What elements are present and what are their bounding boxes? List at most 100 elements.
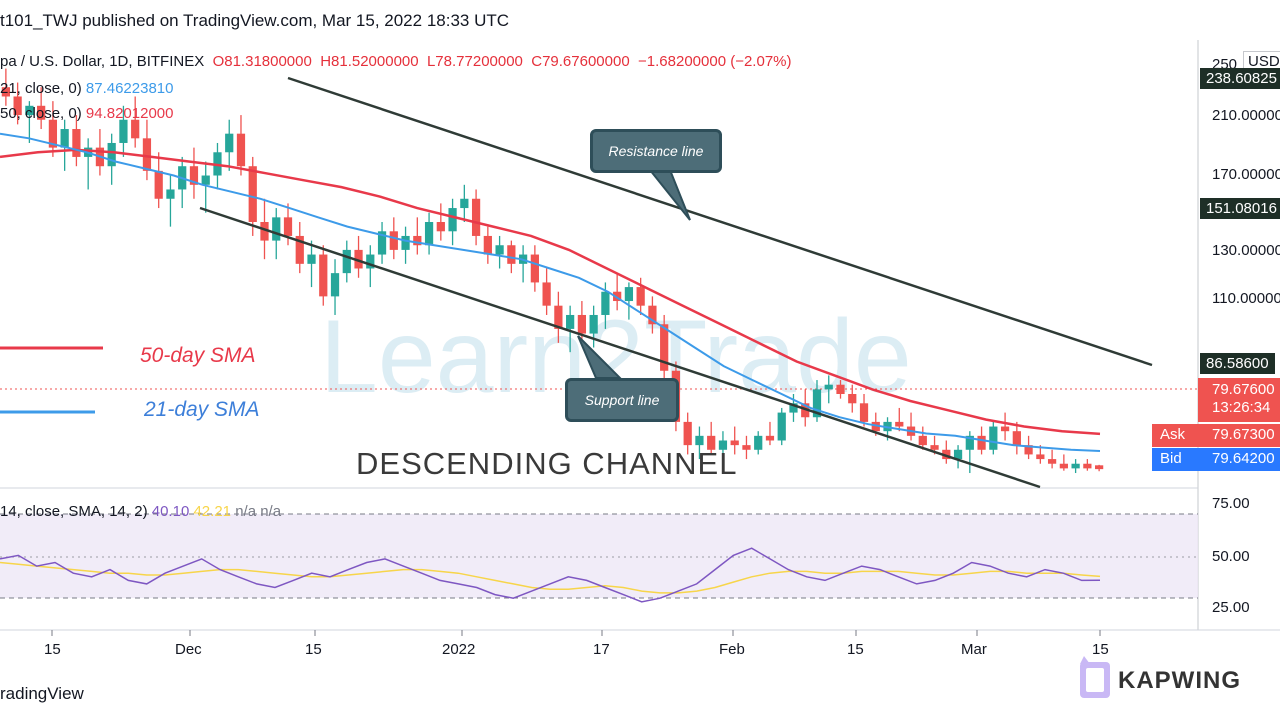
candle-body bbox=[918, 435, 927, 446]
high-value: H81.52000000 bbox=[320, 53, 419, 70]
time-label-dec: Dec bbox=[175, 641, 202, 658]
kapwing-logo-icon bbox=[1078, 656, 1112, 700]
rsi-tick-75: 75.00 bbox=[1212, 495, 1250, 512]
candle-39 bbox=[460, 184, 469, 222]
candle-body bbox=[848, 394, 857, 404]
resistance-callout: Resistance line bbox=[590, 129, 722, 173]
candle-body bbox=[871, 421, 880, 432]
candle-3 bbox=[37, 87, 46, 130]
time-label-feb15: 15 bbox=[847, 641, 864, 658]
candle-body bbox=[530, 254, 539, 283]
candle-body bbox=[366, 254, 375, 269]
candle-body bbox=[1083, 463, 1092, 469]
candle-35 bbox=[413, 217, 422, 255]
candle-body bbox=[1047, 459, 1057, 464]
candle-body bbox=[377, 231, 387, 255]
price-tick-110: 110.00000 bbox=[1212, 290, 1280, 307]
bid-label: Bid bbox=[1160, 450, 1182, 467]
candle-40 bbox=[471, 189, 481, 246]
candle-body bbox=[566, 314, 575, 329]
sma50-legend-label: 50-day SMA bbox=[140, 344, 256, 367]
candle-14 bbox=[166, 175, 175, 227]
candle-59 bbox=[695, 426, 704, 460]
candle-53 bbox=[624, 282, 634, 320]
candle-76 bbox=[895, 407, 904, 432]
tradingview-brand[interactable]: radingView bbox=[0, 684, 84, 703]
candle-69 bbox=[812, 380, 822, 422]
candle-body bbox=[754, 435, 763, 450]
change-value: −1.68200000 (−2.07%) bbox=[638, 53, 792, 70]
candle-body bbox=[295, 235, 304, 264]
candle-body bbox=[965, 435, 974, 450]
channel-title: DESCENDING CHANNEL bbox=[356, 446, 738, 481]
candle-19 bbox=[225, 119, 234, 171]
candle-55 bbox=[648, 296, 657, 334]
candle-body bbox=[718, 440, 728, 450]
candle-0 bbox=[1, 68, 10, 106]
sma50-indicator-row[interactable]: 50, close, 0) 94.82012000 bbox=[0, 105, 173, 122]
candle-body bbox=[542, 282, 551, 306]
candle-body bbox=[154, 170, 163, 199]
candle-body bbox=[613, 291, 622, 302]
candle-70 bbox=[824, 375, 833, 404]
candle-body bbox=[942, 449, 951, 460]
candle-body bbox=[824, 384, 833, 390]
candle-body bbox=[307, 254, 316, 264]
candle-4 bbox=[48, 101, 58, 157]
candle-body bbox=[142, 138, 152, 171]
candle-body bbox=[554, 305, 563, 329]
candle-body bbox=[37, 105, 46, 120]
sma50-line bbox=[0, 148, 1101, 436]
candle-5 bbox=[60, 119, 69, 171]
sma50-params: 50, close, 0) bbox=[0, 105, 82, 122]
candle-62 bbox=[730, 426, 739, 455]
ask-price: 79.67300 bbox=[1212, 426, 1275, 443]
candle-47 bbox=[554, 291, 563, 343]
candle-body bbox=[1036, 454, 1045, 460]
candle-body bbox=[683, 421, 692, 446]
candle-body bbox=[107, 142, 116, 167]
rsi-indicator-row[interactable]: 14, close, SMA, 14, 2) 40.10 42.21 n/a n… bbox=[0, 503, 281, 520]
candle-body bbox=[389, 231, 398, 250]
candle-body bbox=[189, 166, 199, 185]
candle-60 bbox=[707, 421, 716, 455]
close-value: C79.67600000 bbox=[531, 53, 630, 70]
candle-body bbox=[236, 133, 246, 167]
candle-body bbox=[131, 119, 140, 139]
publish-header: t101_TWJ published on TradingView.com, M… bbox=[0, 0, 1280, 42]
ask-label: Ask bbox=[1160, 426, 1186, 443]
support-trendline[interactable] bbox=[199, 206, 1041, 489]
candle-body bbox=[448, 208, 457, 232]
candle-93 bbox=[1095, 464, 1104, 472]
rsi-value: 40.10 bbox=[151, 503, 190, 520]
candle-body bbox=[812, 389, 822, 418]
candle-66 bbox=[777, 407, 786, 446]
sma50-price-tag: 238.60825 bbox=[1200, 68, 1280, 89]
candle-body bbox=[742, 445, 751, 450]
candle-body bbox=[72, 129, 81, 157]
candle-46 bbox=[542, 268, 551, 315]
time-label-mar15: 15 bbox=[1092, 641, 1109, 658]
candle-body bbox=[895, 421, 904, 427]
candle-26 bbox=[307, 240, 316, 288]
candle-92 bbox=[1083, 459, 1092, 471]
candle-body bbox=[730, 440, 739, 446]
rsi-pane bbox=[0, 513, 1198, 603]
rsi-params: 14, close, SMA, 14, 2) bbox=[0, 503, 148, 520]
candle-body bbox=[636, 287, 645, 306]
candle-41 bbox=[483, 226, 492, 264]
candle-12 bbox=[142, 119, 152, 181]
last-price: 79.67600 bbox=[1212, 381, 1275, 398]
support-callout: Support line bbox=[565, 378, 679, 422]
rsi-ma-line bbox=[0, 561, 1101, 594]
candle-2 bbox=[25, 101, 34, 143]
price-tick-210: 210.00000 bbox=[1212, 107, 1280, 124]
sma21-indicator-row[interactable]: 21, close, 0) 87.46223810 bbox=[0, 80, 173, 97]
sma21-value: 87.46223810 bbox=[85, 80, 174, 97]
candle-11 bbox=[131, 96, 140, 148]
candle-31 bbox=[366, 245, 375, 288]
candle-34 bbox=[401, 226, 410, 264]
candle-89 bbox=[1047, 449, 1057, 469]
resistance-trendline[interactable] bbox=[287, 76, 1153, 367]
candle-63 bbox=[742, 435, 751, 460]
